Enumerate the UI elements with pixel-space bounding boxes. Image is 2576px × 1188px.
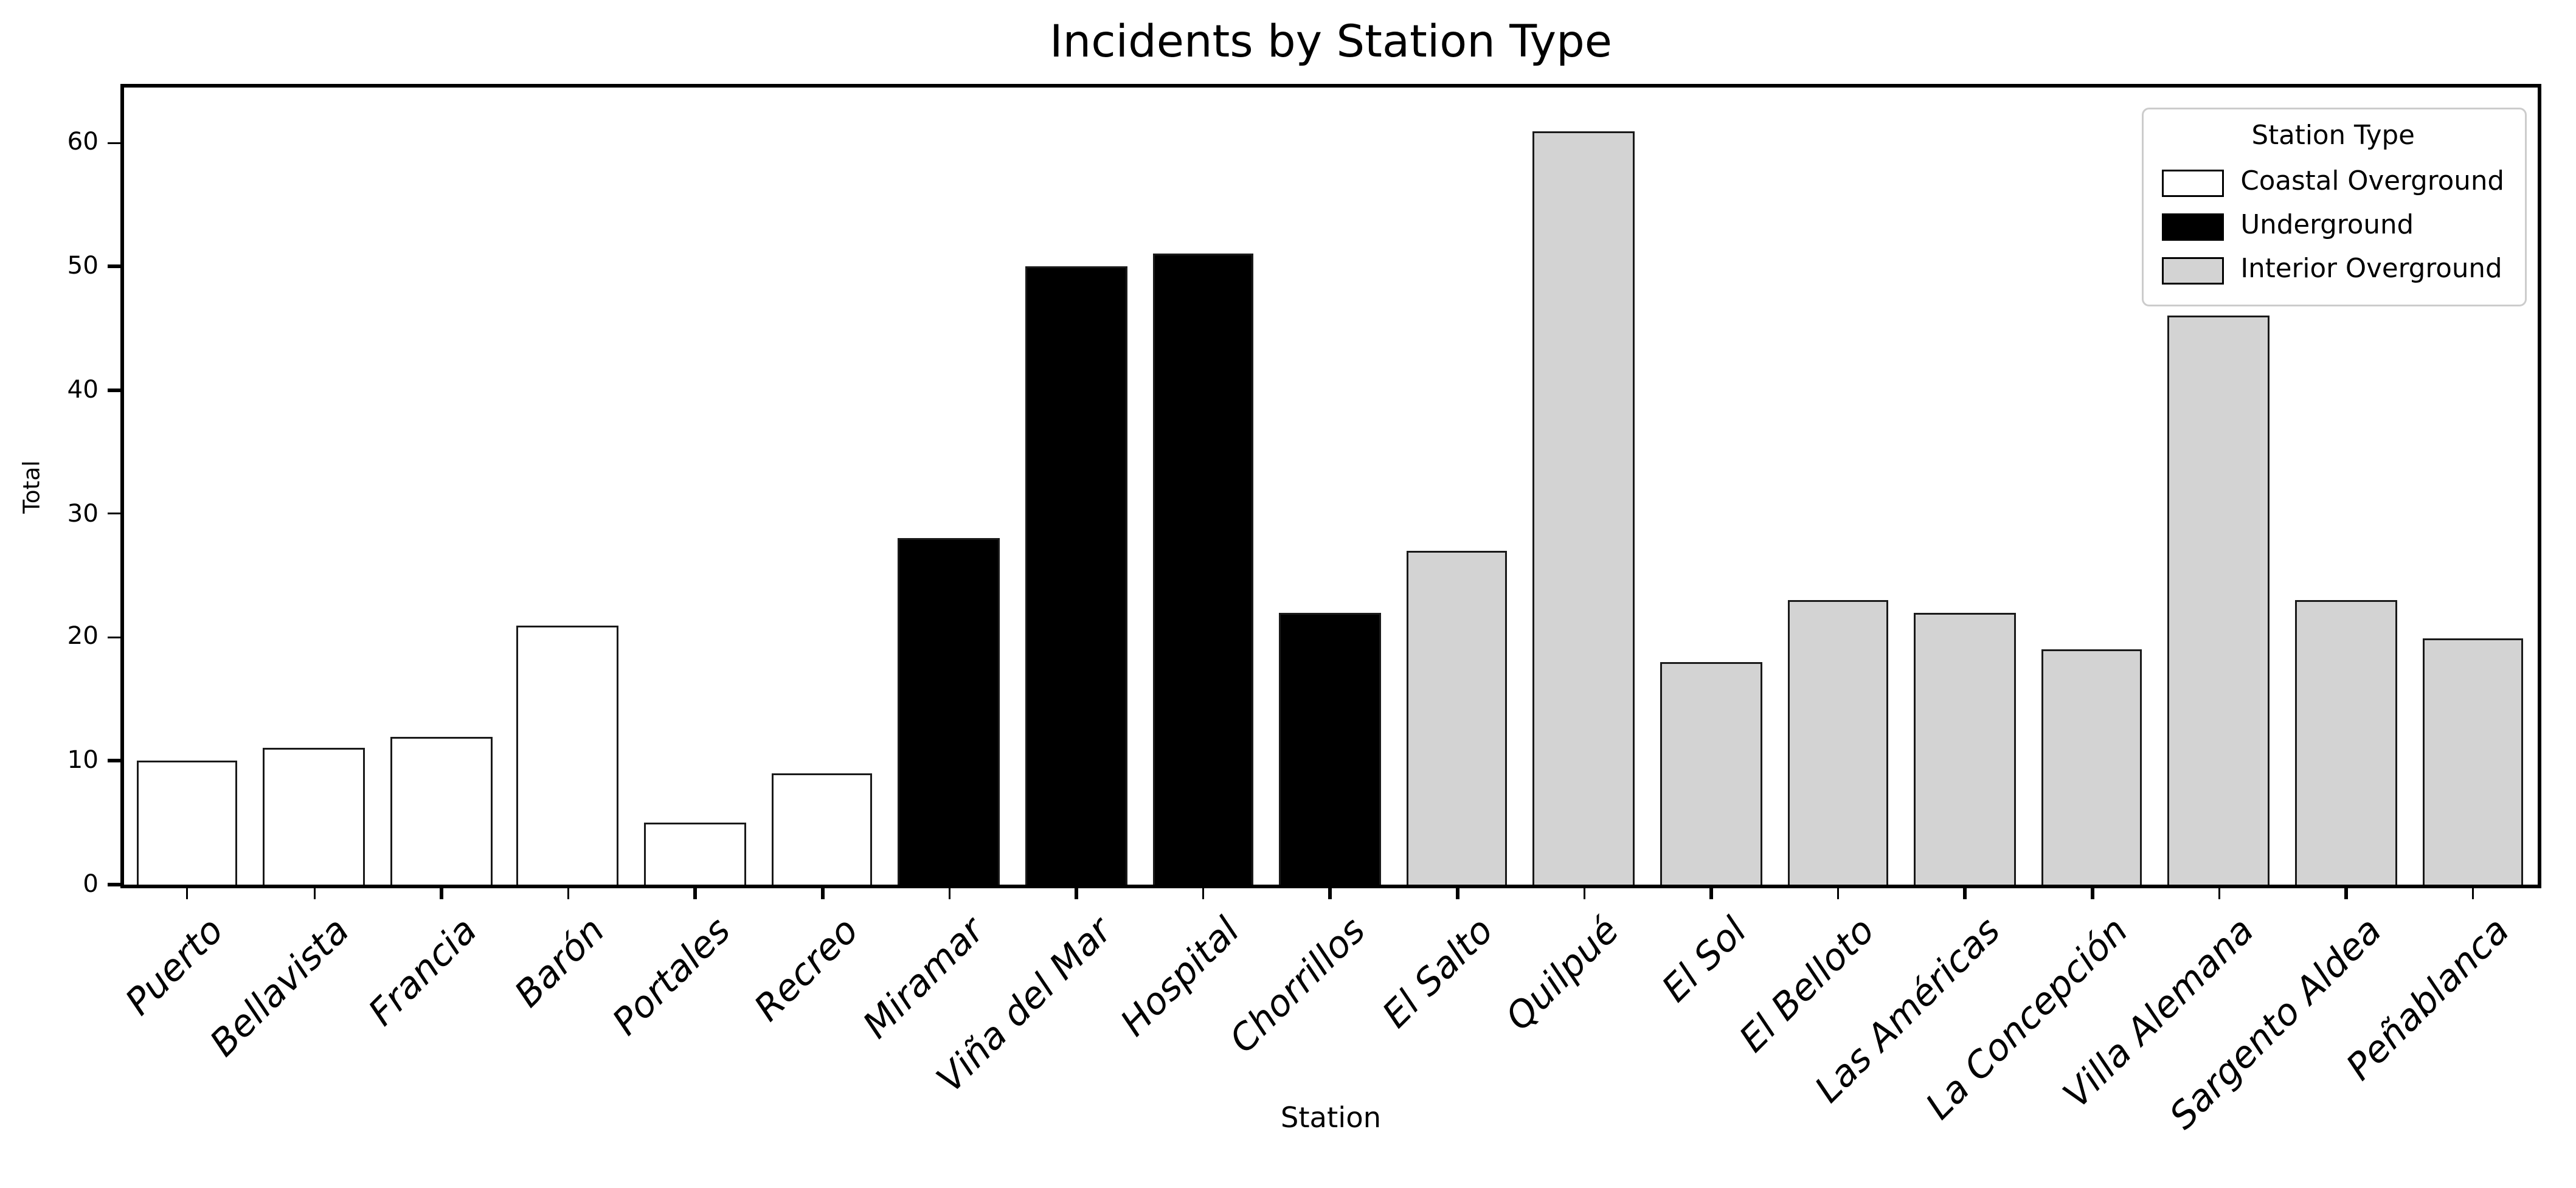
x-axis-title: Station [1280,1102,1382,1134]
legend-entry-coastal-overground: Coastal Overground [2162,168,2504,199]
bar-el-belloto [1787,600,1889,885]
bar-recreo [771,773,873,885]
x-tick-mark [1964,888,1967,899]
bar-quilpué [1533,131,1635,885]
x-tick-mark [947,888,951,899]
bar-villa-alemana [2168,316,2270,885]
bar-portales [644,823,746,885]
x-tick-label: Francia [359,908,485,1034]
x-tick-label: Quilpué [1497,908,1629,1039]
legend: Station Type Coastal Overground Undergrou… [2142,108,2527,307]
legend-entry-underground: Underground [2162,212,2504,243]
x-tick-mark [2344,888,2348,899]
legend-swatch [2162,213,2225,241]
x-tick-mark [567,888,570,899]
x-tick-label: Barón [505,908,612,1016]
x-tick-mark [2218,888,2221,899]
y-tick-mark [108,389,120,392]
x-tick-mark [1329,888,1332,899]
bar-miramar [898,538,1000,885]
bar-bellavista [263,748,365,885]
y-tick-mark [108,759,120,762]
x-tick-mark [694,888,697,899]
legend-rows: Coastal Overground Underground Interior Ov… [2162,168,2504,287]
legend-label: Coastal Overground [2240,168,2505,198]
y-tick-label: 20 [67,622,99,652]
y-tick-label: 0 [83,869,99,899]
legend-label: Underground [2240,212,2414,241]
x-tick-mark [1837,888,1840,899]
x-tick-label: El Sol [1653,908,1756,1010]
y-tick-mark [108,635,120,639]
bar-hospital [1152,254,1254,885]
x-tick-mark [1456,888,1459,899]
bar-el-salto [1406,551,1508,885]
y-tick-mark [108,141,120,145]
y-tick-label: 50 [67,252,99,281]
x-tick-mark [820,888,824,899]
y-tick-label: 40 [67,375,99,405]
bar-viña-del-mar [1025,266,1127,885]
x-tick-label: Bellavista [201,908,358,1065]
x-tick-label: Chorrillos [1220,908,1374,1062]
x-tick-mark [440,888,443,899]
chart-title: Incidents by Station Type [1049,15,1613,67]
bar-barón [517,625,619,885]
x-tick-label: Puerto [116,908,232,1024]
x-tick-mark [185,888,189,899]
x-tick-label: El Salto [1373,908,1501,1037]
bar-peñablanca [2422,637,2524,885]
x-tick-mark [1075,888,1078,899]
x-tick-mark [1709,888,1713,899]
y-tick-mark [108,883,120,886]
bar-francia [390,736,492,885]
bar-la-concepción [2041,649,2143,885]
bar-sargento-aldea [2295,600,2397,885]
x-tick-mark [2091,888,2094,899]
y-tick-label: 60 [67,128,99,157]
x-tick-mark [1582,888,1586,899]
legend-swatch [2162,170,2225,198]
bar-puerto [136,761,238,885]
legend-title: Station Type [2251,122,2415,152]
bar-las-américas [1914,612,2016,885]
plot-area: Station Type Coastal Overground Undergrou… [120,84,2541,888]
bar-el-sol [1660,662,1762,885]
x-tick-mark [1202,888,1205,899]
y-tick-label: 10 [67,746,99,776]
y-tick-mark [108,512,120,516]
x-tick-label: Portales [603,908,739,1044]
x-tick-mark [2471,888,2475,899]
y-tick-label: 30 [67,499,99,528]
legend-swatch [2162,257,2225,285]
x-tick-mark [313,888,316,899]
bar-chorrillos [1279,612,1381,885]
x-tick-label: Recreo [744,908,867,1030]
legend-label: Interior Overground [2240,255,2502,285]
y-tick-mark [108,264,120,268]
legend-entry-interior-overground: Interior Overground [2162,256,2504,287]
